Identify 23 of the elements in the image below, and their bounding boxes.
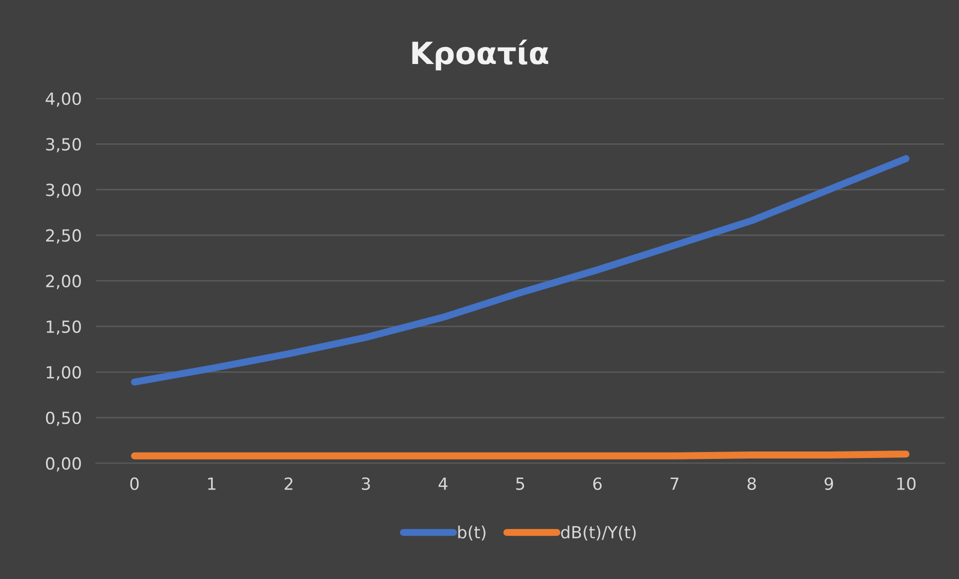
x-tick-label: 8 xyxy=(748,477,756,490)
x-tick-label: 9 xyxy=(824,477,834,490)
legend-label: dB(t)/Y(t) xyxy=(561,526,636,540)
x-tick-label: 5 xyxy=(516,478,524,490)
x-tick-label: 10 xyxy=(897,477,916,490)
y-tick-label: 4,00 xyxy=(46,92,81,107)
x-tick-label: 1 xyxy=(208,478,216,490)
legend-label: b(t) xyxy=(458,526,486,540)
x-tick-label: 6 xyxy=(593,477,602,490)
y-tick-label: 1,50 xyxy=(46,320,81,335)
x-tick-label: 7 xyxy=(670,478,678,490)
y-tick-label: 0,00 xyxy=(46,457,81,472)
y-tick-label: 2,00 xyxy=(46,274,81,290)
x-tick-label: 0 xyxy=(130,477,139,490)
y-tick-label: 2,50 xyxy=(46,229,81,244)
y-tick-label: 1,00 xyxy=(46,366,81,380)
x-tick-label: 2 xyxy=(284,477,292,490)
y-tick-label: 3,50 xyxy=(46,138,81,152)
x-tick-label: 3 xyxy=(362,477,370,490)
y-tick-label: 0,50 xyxy=(46,412,81,426)
y-tick-label: 3,00 xyxy=(46,184,81,198)
x-tick-label: 4 xyxy=(438,478,448,490)
chart-title: Κροατία xyxy=(412,40,548,70)
